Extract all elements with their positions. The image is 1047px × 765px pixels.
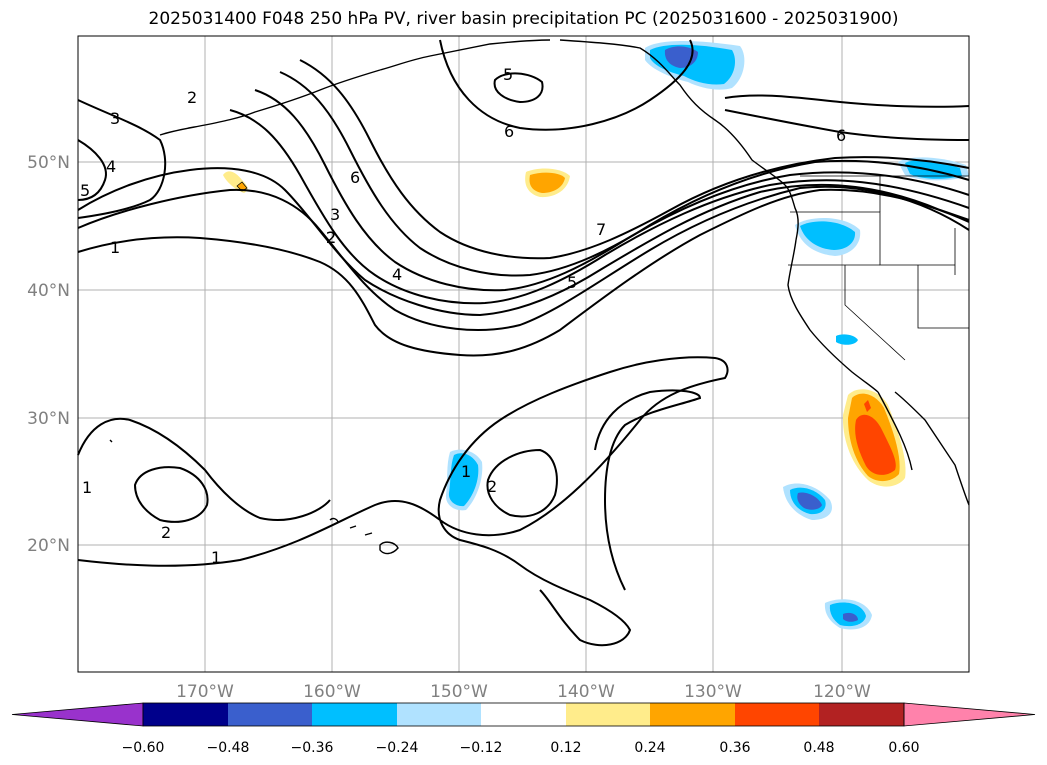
contour-label: 2	[326, 228, 336, 247]
contour-label: 5	[80, 181, 90, 200]
lat-label: 50°N	[27, 153, 70, 173]
colorbar-segment	[312, 703, 397, 726]
contour-3	[77, 167, 970, 317]
colorbar-segment	[819, 703, 904, 726]
colorbar-tick: 0.24	[634, 740, 665, 756]
colorbar-tick: −0.60	[122, 740, 165, 756]
contour-label: 2	[326, 228, 336, 247]
longitude-labels: 170°W 160°W 150°W 140°W 130°W 120°W	[176, 682, 871, 702]
contour-label: 7	[596, 220, 606, 239]
map-title: 2025031400 F048 250 hPa PV, river basin …	[148, 9, 899, 29]
colorbar-tick: 0.36	[719, 740, 750, 756]
colorbar-tick: −0.12	[460, 740, 503, 756]
contour-label: 5	[567, 273, 577, 292]
colorbar-segment	[228, 703, 312, 726]
colorbar-segment	[143, 703, 228, 726]
contour-2-southwest	[133, 466, 209, 523]
mexico-coast	[894, 391, 970, 506]
contour-left-4	[77, 139, 107, 201]
lon-label: 150°W	[430, 682, 488, 702]
contour-label: 6	[836, 126, 846, 145]
contour-5	[254, 89, 970, 292]
lat-label: 30°N	[27, 409, 70, 429]
contour-label: 5	[503, 65, 513, 84]
contour-4	[229, 109, 970, 305]
colorbar-segment	[566, 703, 650, 726]
lon-label: 140°W	[557, 682, 615, 702]
colorbar-tick: 0.12	[550, 740, 581, 756]
colorbar	[11, 702, 1036, 727]
contour-label: 1	[211, 548, 221, 567]
contour-label: 1	[110, 238, 120, 257]
colorbar-segment	[735, 703, 819, 726]
contour-1-north	[77, 188, 970, 357]
map-background	[78, 36, 969, 672]
colorbar-segment	[397, 703, 481, 726]
precip-shading	[223, 41, 969, 630]
colorbar-tick: −0.24	[376, 740, 419, 756]
contour-label: 6	[350, 168, 360, 187]
contour-2-north	[77, 185, 970, 331]
baja-peninsula	[877, 391, 913, 471]
aleutian-islands	[159, 69, 381, 136]
latitude-labels: 50°N 40°N 30°N 20°N	[27, 153, 70, 556]
contour-1-south	[77, 356, 729, 647]
contour-left-3	[77, 99, 167, 219]
coastlines	[109, 39, 970, 555]
colorbar-tick: 0.60	[888, 740, 919, 756]
precip-negative-small	[836, 334, 858, 345]
colorbar-tick: −0.36	[291, 740, 334, 756]
contour-6-east	[724, 94, 970, 108]
contour-7	[299, 59, 970, 260]
contour-label: 4	[392, 265, 402, 284]
contour-label: 2	[187, 88, 197, 107]
pv-contours	[77, 39, 970, 647]
contour-label: 6	[504, 122, 514, 141]
lon-label: 160°W	[303, 682, 361, 702]
contour-1-southwest	[77, 417, 331, 521]
contour-5-north	[493, 72, 544, 104]
contour-label: 3	[110, 109, 120, 128]
contour-label: 4	[106, 157, 116, 176]
colorbar-tick: −0.48	[207, 740, 250, 756]
contour-labels: 3 2 4 5 1 2 5 6 6 3 2 4 7 5 6 1 1 2 2 1	[80, 65, 846, 567]
contour-6-east-2	[724, 109, 970, 141]
colorbar-tick: 0.48	[803, 740, 834, 756]
colorbar-outline	[142, 702, 905, 727]
colorbar-segment	[650, 703, 735, 726]
colorbar-extend-high	[903, 702, 1036, 727]
contour-6	[279, 71, 970, 277]
contour-label: 1	[82, 478, 92, 497]
contour-inner-south	[594, 389, 702, 591]
hawaii-islands	[329, 517, 399, 555]
contour-label: 2	[161, 523, 171, 542]
map-frame	[77, 35, 970, 673]
colorbar-extend-low	[11, 702, 144, 727]
contour-label: 3	[330, 205, 340, 224]
contour-2-central	[486, 448, 558, 518]
lon-label: 120°W	[813, 682, 871, 702]
lat-label: 20°N	[27, 536, 70, 556]
colorbar-segment	[481, 703, 566, 726]
colorbar-ticks: −0.60 −0.48 −0.36 −0.24 −0.12 0.12 0.24 …	[122, 740, 920, 756]
contour-label: 1	[461, 462, 471, 481]
state-borders	[788, 175, 969, 361]
lon-label: 130°W	[684, 682, 742, 702]
contour-6-north	[439, 39, 694, 131]
us-west-coast	[787, 239, 879, 393]
alaska-coast	[559, 39, 786, 186]
lat-label: 40°N	[27, 281, 70, 301]
lon-label: 170°W	[176, 682, 234, 702]
contour-label: 2	[487, 477, 497, 496]
